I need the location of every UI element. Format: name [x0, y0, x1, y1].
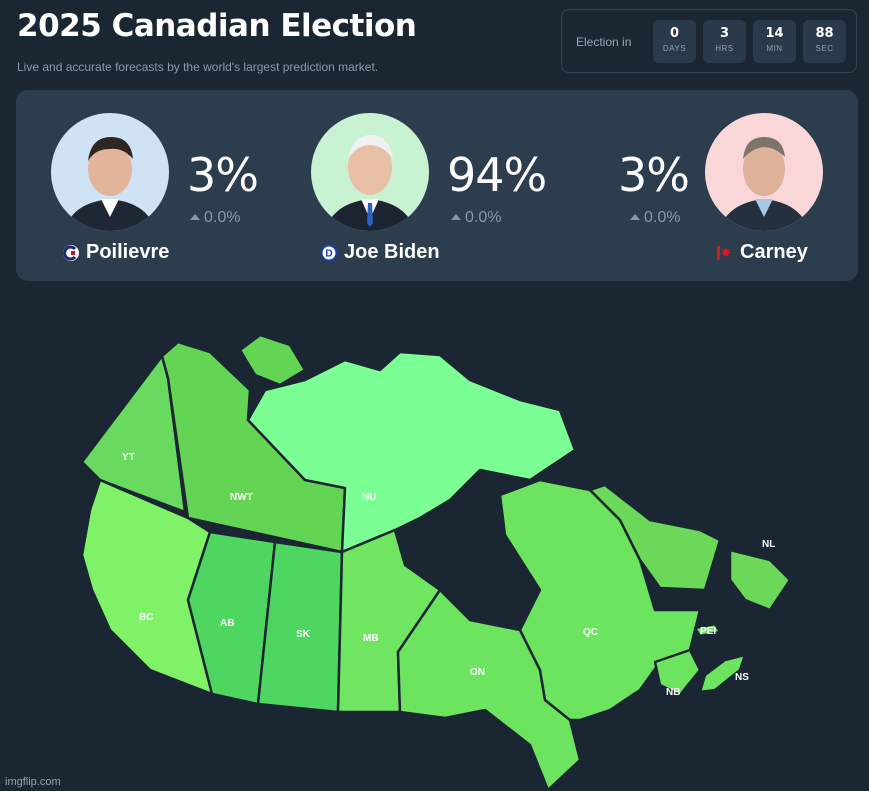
- candidate-change: 0.0%: [630, 209, 680, 227]
- region-label: NB: [666, 687, 680, 698]
- region-bc[interactable]: [80, 478, 214, 696]
- countdown-hours: 3 HRS: [703, 20, 746, 63]
- page-title: 2025 Canadian Election: [17, 8, 417, 44]
- countdown-unit: MIN: [766, 44, 783, 53]
- region-label: BC: [139, 612, 153, 623]
- canada-map: YT NWT NU BC AB SK MB ON QC NL PEI NB NS: [80, 333, 792, 791]
- region-label: NL: [762, 539, 775, 550]
- region-nu-islands: [238, 333, 307, 387]
- region-label: NU: [362, 492, 376, 503]
- candidate-change: 0.0%: [190, 209, 240, 227]
- candidate-name-row: Carney: [716, 241, 808, 264]
- hudson-bay: [395, 500, 520, 610]
- countdown-value: 0: [669, 26, 680, 41]
- up-arrow-icon: [451, 214, 461, 220]
- candidate-avatar-poilievre[interactable]: [51, 113, 169, 231]
- countdown-unit: SEC: [815, 44, 834, 53]
- region-labels: YT NWT NU BC AB SK MB ON QC NL PEI NB NS: [122, 452, 775, 698]
- region-ab[interactable]: [186, 530, 277, 706]
- region-label: QC: [583, 627, 598, 638]
- countdown-seconds: 88 SEC: [803, 20, 846, 63]
- candidate-name-row: Poilievre: [62, 241, 169, 264]
- region-label: SK: [296, 629, 311, 640]
- election-countdown: Election in 0 DAYS 3 HRS 14 MIN 88 SEC: [561, 9, 857, 73]
- candidate-name-row: D Joe Biden: [320, 241, 440, 264]
- candidate-percent: 3%: [618, 148, 690, 202]
- region-nb[interactable]: [653, 648, 702, 697]
- region-qc[interactable]: [498, 478, 702, 722]
- region-label: PEI: [700, 626, 716, 637]
- watermark: imgflip.com: [5, 776, 61, 788]
- change-value: 0.0%: [204, 209, 241, 226]
- change-value: 0.0%: [644, 209, 681, 226]
- region-pei[interactable]: [693, 622, 722, 638]
- countdown-minutes: 14 MIN: [753, 20, 796, 63]
- countdown-value: 3: [719, 26, 730, 41]
- region-label: NWT: [230, 492, 253, 503]
- countdown-value: 88: [815, 26, 834, 41]
- region-label: NS: [735, 672, 749, 683]
- candidate-avatar-carney[interactable]: [705, 113, 823, 231]
- liberal-icon: [717, 245, 731, 260]
- candidate-change: 0.0%: [451, 209, 501, 227]
- countdown-unit: DAYS: [662, 44, 687, 53]
- page-subtitle: Live and accurate forecasts by the world…: [17, 60, 379, 74]
- region-label: MB: [363, 633, 379, 644]
- region-nl-island: [728, 548, 792, 612]
- countdown-days: 0 DAYS: [653, 20, 696, 63]
- change-value: 0.0%: [465, 209, 502, 226]
- region-label: ON: [470, 667, 485, 678]
- candidate-percent: 94%: [447, 148, 547, 202]
- region-label: AB: [220, 618, 234, 629]
- candidates-panel: 3% 0.0% Poilievre 94% 0.0% D Joe Biden 3…: [16, 90, 858, 281]
- countdown-label: Election in: [576, 35, 632, 49]
- conservative-icon: [63, 244, 79, 261]
- candidate-percent: 3%: [187, 148, 259, 202]
- countdown-value: 14: [765, 26, 784, 41]
- candidate-name: Carney: [740, 241, 808, 263]
- candidate-avatar-biden[interactable]: [311, 113, 429, 231]
- up-arrow-icon: [630, 214, 640, 220]
- countdown-unit: HRS: [715, 44, 734, 53]
- candidate-name: Poilievre: [86, 241, 170, 263]
- democrat-icon: D: [320, 244, 338, 261]
- candidate-name: Joe Biden: [344, 241, 440, 263]
- svg-text:D: D: [325, 248, 332, 259]
- region-label: YT: [122, 452, 135, 463]
- region-ns[interactable]: [698, 653, 747, 694]
- up-arrow-icon: [190, 214, 200, 220]
- region-nl[interactable]: [588, 483, 722, 592]
